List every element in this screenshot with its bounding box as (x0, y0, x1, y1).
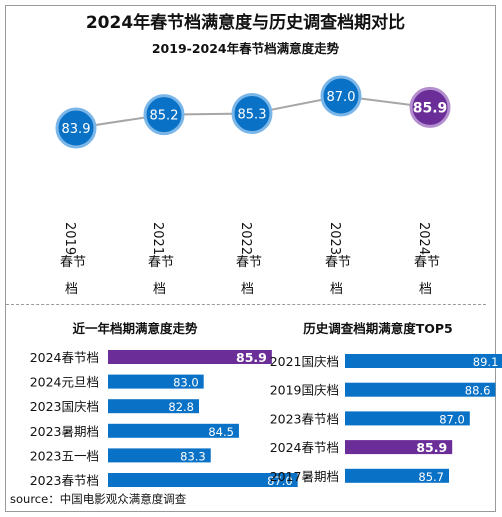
x-tick-label-year: 2024 (416, 222, 431, 255)
left-bar (108, 423, 239, 438)
x-tick-label-char: 春节 (325, 255, 351, 270)
data-point (409, 86, 451, 128)
right-value-label: 88.6 (465, 384, 491, 398)
data-point (320, 75, 362, 117)
right-bar-chart-title: 历史调查档期满意度TOP5 (303, 321, 453, 336)
x-tick-label-year: 2019 (62, 222, 77, 255)
right-category-label: 2017暑期档 (270, 469, 339, 484)
x-tick-label-year: 2023 (327, 222, 342, 255)
x-tick-label-char: 春节 (414, 255, 440, 270)
section-divider (6, 304, 486, 305)
left-bar (108, 374, 204, 389)
right-category-label: 2019国庆档 (270, 383, 339, 398)
left-value-label: 83.0 (173, 376, 199, 390)
right-bar (345, 440, 453, 455)
left-bar (108, 448, 211, 463)
x-tick-label-char: 档 (419, 282, 432, 297)
right-bar (345, 382, 496, 397)
data-label: 85.2 (150, 109, 179, 124)
left-category-label: 2024元旦档 (30, 375, 99, 390)
left-bar (108, 473, 298, 487)
data-label: 87.0 (327, 90, 356, 105)
x-tick-label-year: 2022 (238, 222, 253, 255)
right-category-label: 2023春节档 (270, 411, 339, 426)
x-tick-label-char: 春节 (60, 255, 86, 270)
left-value-label: 87.0 (267, 474, 293, 488)
right-category-label: 2021国庆档 (270, 354, 339, 369)
x-tick-label-char: 春节 (236, 255, 262, 270)
left-category-label: 2024春节档 (30, 350, 99, 365)
right-bar (345, 411, 470, 426)
right-category-label: 2024春节档 (270, 440, 339, 455)
data-point (231, 93, 273, 135)
right-value-label: 85.9 (416, 440, 447, 455)
x-tick-label-char: 档 (153, 282, 166, 297)
right-bar (345, 468, 449, 483)
x-tick-label-char: 档 (65, 282, 78, 297)
left-value-label: 82.8 (168, 400, 194, 414)
left-value-label: 85.9 (236, 350, 267, 365)
right-value-label: 85.7 (418, 470, 444, 484)
left-category-label: 2023国庆档 (30, 399, 99, 414)
data-label: 85.9 (413, 100, 448, 116)
data-label: 83.9 (62, 122, 91, 137)
left-value-label: 83.3 (180, 449, 206, 463)
left-category-label: 2023暑期档 (30, 424, 99, 439)
left-category-label: 2023春节档 (30, 473, 99, 488)
chart-frame (5, 5, 496, 512)
right-value-label: 89.1 (473, 355, 499, 369)
x-tick-label-char: 档 (241, 282, 254, 297)
data-label: 85.3 (238, 108, 267, 123)
left-bar (108, 350, 272, 364)
left-value-label: 84.5 (208, 425, 234, 439)
source-note: source：中国电影观众满意度调查 (10, 492, 187, 506)
left-category-label: 2023五一档 (30, 448, 99, 463)
right-bar (345, 354, 502, 368)
x-tick-label-char: 春节 (148, 255, 174, 270)
x-tick-label-char: 档 (330, 282, 343, 297)
right-value-label: 87.0 (439, 412, 465, 426)
left-bar-chart-title: 近一年档期满意度走势 (72, 321, 198, 336)
x-tick-label-year: 2021 (150, 222, 165, 255)
line-chart-title: 2019-2024年春节档满意度走势 (151, 41, 340, 56)
data-point (143, 94, 185, 136)
main-title: 2024年春节档满意度与历史调查档期对比 (85, 13, 406, 33)
left-bar (108, 399, 199, 414)
data-point (55, 107, 97, 149)
